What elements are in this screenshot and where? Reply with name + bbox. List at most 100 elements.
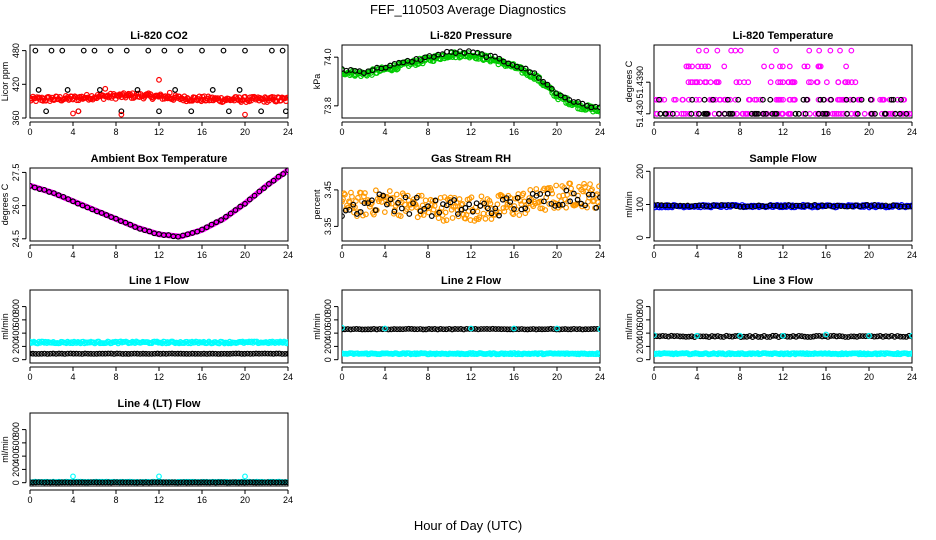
data-point bbox=[582, 202, 588, 209]
data-point bbox=[398, 205, 405, 212]
data-point bbox=[44, 479, 51, 486]
data-point bbox=[140, 479, 146, 486]
data-point bbox=[451, 194, 458, 201]
data-point bbox=[807, 334, 814, 340]
data-point bbox=[70, 473, 76, 480]
data-point bbox=[74, 200, 81, 207]
y-tick-label: 400 bbox=[323, 326, 333, 341]
data-point bbox=[836, 333, 843, 339]
data-point bbox=[839, 333, 846, 340]
data-point bbox=[852, 110, 859, 117]
data-point bbox=[733, 203, 740, 210]
data-point bbox=[56, 350, 62, 357]
data-point bbox=[692, 79, 698, 86]
x-tick-label: 24 bbox=[907, 127, 917, 137]
data-point bbox=[654, 110, 660, 117]
x-tick-label: 8 bbox=[113, 250, 118, 260]
x-tick-label: 8 bbox=[737, 372, 742, 382]
data-point bbox=[487, 200, 494, 207]
x-tick-label: 16 bbox=[509, 127, 519, 137]
data-point bbox=[737, 332, 743, 339]
data-point bbox=[554, 325, 560, 332]
data-point bbox=[745, 79, 752, 86]
data-point bbox=[264, 479, 271, 486]
data-point bbox=[123, 47, 130, 54]
x-tick-label: 4 bbox=[70, 495, 75, 505]
data-point bbox=[544, 190, 551, 197]
x-tick-label: 4 bbox=[694, 127, 699, 137]
plot-frame bbox=[29, 412, 289, 487]
data-point bbox=[434, 326, 441, 333]
data-point bbox=[189, 479, 196, 486]
y-axis-label: ml/min bbox=[0, 436, 10, 463]
data-point bbox=[227, 350, 233, 357]
panel-title: Line 4 (LT) Flow bbox=[118, 398, 201, 410]
data-point bbox=[538, 198, 545, 205]
data-point bbox=[83, 91, 90, 98]
data-point bbox=[813, 79, 820, 86]
data-point bbox=[342, 196, 346, 203]
data-point bbox=[108, 350, 115, 357]
data-point bbox=[79, 202, 86, 209]
data-point bbox=[527, 187, 534, 193]
data-point bbox=[733, 79, 740, 86]
data-point bbox=[253, 479, 260, 486]
data-point bbox=[656, 333, 663, 340]
data-point bbox=[425, 203, 431, 210]
data-point bbox=[544, 326, 551, 333]
data-point bbox=[30, 479, 33, 486]
data-point bbox=[423, 326, 429, 333]
data-point bbox=[382, 325, 388, 332]
data-point bbox=[156, 76, 162, 83]
data-point bbox=[224, 350, 231, 357]
data-point bbox=[729, 333, 736, 340]
data-point bbox=[858, 96, 865, 103]
data-point bbox=[285, 94, 288, 101]
data-point bbox=[737, 203, 743, 210]
data-point bbox=[654, 332, 657, 339]
data-point bbox=[394, 326, 400, 333]
data-point bbox=[436, 209, 443, 216]
x-tick-label: 16 bbox=[197, 495, 207, 505]
data-point bbox=[417, 326, 424, 332]
x-tick-label: 0 bbox=[27, 495, 32, 505]
data-point bbox=[894, 203, 900, 209]
data-point bbox=[209, 479, 216, 486]
data-point bbox=[241, 350, 248, 357]
data-point bbox=[537, 205, 544, 212]
data-point bbox=[218, 217, 225, 223]
data-point bbox=[662, 333, 669, 340]
data-point bbox=[820, 96, 827, 103]
data-point bbox=[714, 203, 721, 209]
x-tick-label: 20 bbox=[240, 127, 250, 137]
data-point bbox=[843, 96, 850, 103]
data-point bbox=[854, 333, 860, 340]
data-point bbox=[53, 350, 59, 357]
data-point bbox=[481, 326, 487, 332]
data-point bbox=[443, 202, 450, 209]
data-point bbox=[174, 479, 181, 486]
data-point bbox=[877, 333, 884, 339]
data-point bbox=[242, 47, 248, 54]
data-point bbox=[739, 110, 746, 117]
data-point bbox=[432, 197, 439, 204]
data-point bbox=[484, 205, 491, 212]
data-point bbox=[163, 479, 170, 486]
data-point bbox=[480, 210, 487, 217]
data-point bbox=[215, 479, 222, 486]
data-point bbox=[203, 351, 210, 357]
data-point bbox=[198, 350, 204, 357]
data-point bbox=[195, 350, 202, 357]
data-point bbox=[417, 57, 424, 63]
y-tick-label: 200 bbox=[323, 339, 333, 354]
data-point bbox=[838, 110, 844, 117]
data-point bbox=[804, 202, 811, 209]
data-point bbox=[510, 211, 517, 218]
data-point bbox=[890, 202, 897, 209]
data-point bbox=[688, 333, 695, 340]
data-point bbox=[282, 108, 288, 115]
data-point bbox=[359, 326, 366, 333]
panel-title: Li-820 Pressure bbox=[430, 30, 512, 42]
data-point bbox=[148, 479, 155, 486]
data-point bbox=[588, 326, 595, 332]
